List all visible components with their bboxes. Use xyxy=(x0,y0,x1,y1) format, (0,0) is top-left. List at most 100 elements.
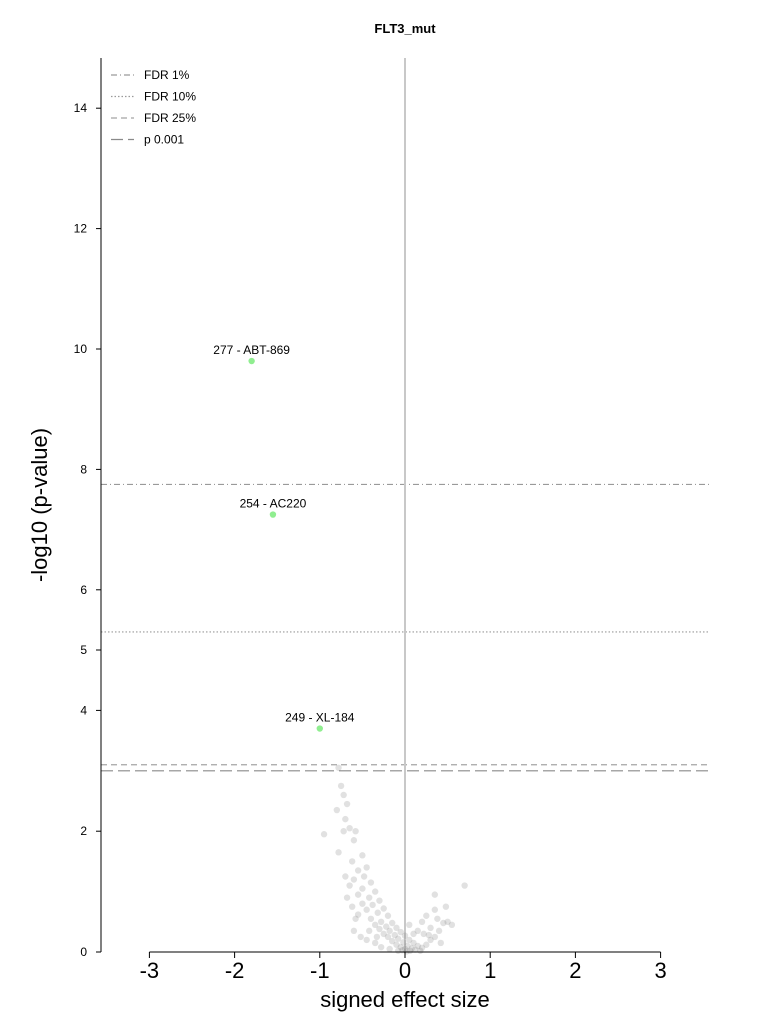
data-point xyxy=(414,942,421,950)
data-point xyxy=(320,831,328,838)
data-point xyxy=(406,921,413,929)
data-point xyxy=(350,927,358,935)
data-point xyxy=(410,930,417,938)
data-point xyxy=(352,828,359,835)
y-tick-label: 14 xyxy=(74,101,88,115)
x-axis-label: signed effect size xyxy=(320,987,490,1012)
data-point xyxy=(404,942,411,950)
x-tick-label: -3 xyxy=(140,958,160,983)
x-tick-label: 2 xyxy=(569,958,581,983)
data-point xyxy=(420,930,427,938)
data-point xyxy=(435,927,443,935)
data-point xyxy=(377,918,385,925)
highlighted-point xyxy=(248,357,255,365)
data-point xyxy=(412,946,419,953)
data-point xyxy=(434,915,441,922)
data-point xyxy=(423,912,430,919)
y-axis: 0 2 4 5 6 8 10 12 14 xyxy=(74,58,102,959)
data-point xyxy=(367,915,375,922)
data-point xyxy=(380,930,387,938)
data-point xyxy=(389,937,396,945)
x-tick-label: 0 xyxy=(399,958,411,983)
point-annotation: 277 - ABT-869 xyxy=(213,343,290,357)
y-tick-label: 2 xyxy=(80,824,87,838)
x-tick-label: 3 xyxy=(654,958,666,983)
data-point xyxy=(348,858,356,865)
data-point xyxy=(363,936,370,944)
chart-title: FLT3_mut xyxy=(374,21,436,36)
data-point xyxy=(425,931,433,939)
data-point xyxy=(401,932,409,939)
data-point xyxy=(357,933,364,941)
data-point xyxy=(417,947,424,954)
data-point xyxy=(333,806,341,814)
data-point xyxy=(389,919,396,927)
data-point xyxy=(343,894,351,901)
data-point xyxy=(342,815,349,823)
data-point xyxy=(383,923,390,930)
data-point xyxy=(363,864,370,871)
data-point xyxy=(343,800,351,808)
y-tick-label: 8 xyxy=(80,462,87,476)
data-point xyxy=(427,924,434,932)
data-point xyxy=(406,936,413,944)
data-point xyxy=(393,941,400,948)
data-point xyxy=(377,943,385,951)
data-point xyxy=(391,931,398,939)
data-point xyxy=(380,905,387,912)
x-tick-label: -1 xyxy=(310,958,330,983)
highlighted-point xyxy=(316,725,323,732)
data-point xyxy=(366,894,373,901)
data-point xyxy=(442,903,450,910)
y-tick-label: 0 xyxy=(80,945,87,959)
data-point xyxy=(376,925,383,933)
data-point xyxy=(410,939,417,947)
data-point xyxy=(393,924,400,932)
data-point xyxy=(384,912,392,919)
data-point xyxy=(423,941,430,948)
data-point xyxy=(401,945,409,953)
point-annotation: 249 - XL-184 xyxy=(285,711,355,725)
data-point xyxy=(340,828,347,835)
data-point xyxy=(386,927,393,935)
data-point xyxy=(335,849,342,856)
data-point xyxy=(350,837,358,844)
data-point xyxy=(418,944,426,951)
data-point xyxy=(403,948,410,955)
data-point xyxy=(444,918,451,925)
data-point xyxy=(371,939,379,947)
y-tick-label: 10 xyxy=(74,342,88,356)
data-point xyxy=(384,933,392,941)
legend-label: p 0.001 xyxy=(144,133,184,147)
data-point xyxy=(342,873,349,880)
data-point xyxy=(335,764,342,771)
data-point xyxy=(350,876,358,883)
data-point xyxy=(346,824,353,832)
data-point xyxy=(431,933,439,941)
data-point xyxy=(427,936,434,944)
data-point xyxy=(376,897,383,904)
data-point xyxy=(440,919,447,927)
data-point xyxy=(359,852,366,859)
data-point xyxy=(408,945,416,952)
legend-label: FDR 1% xyxy=(144,68,190,82)
legend-label: FDR 25% xyxy=(144,111,196,125)
data-point xyxy=(337,782,345,790)
highlighted-point xyxy=(269,511,277,518)
data-point xyxy=(437,939,444,947)
data-points xyxy=(320,764,468,955)
data-point xyxy=(431,891,439,898)
data-point xyxy=(448,921,456,929)
data-point xyxy=(394,947,402,954)
x-tick-label: 1 xyxy=(484,958,496,983)
data-point xyxy=(373,933,381,941)
data-point xyxy=(400,939,407,946)
data-point xyxy=(359,900,366,907)
y-tick-label: 6 xyxy=(80,583,87,597)
data-point xyxy=(367,879,375,886)
data-point xyxy=(431,906,439,913)
y-tick-label: 4 xyxy=(80,703,87,717)
data-point xyxy=(386,945,393,953)
data-point xyxy=(363,906,370,913)
